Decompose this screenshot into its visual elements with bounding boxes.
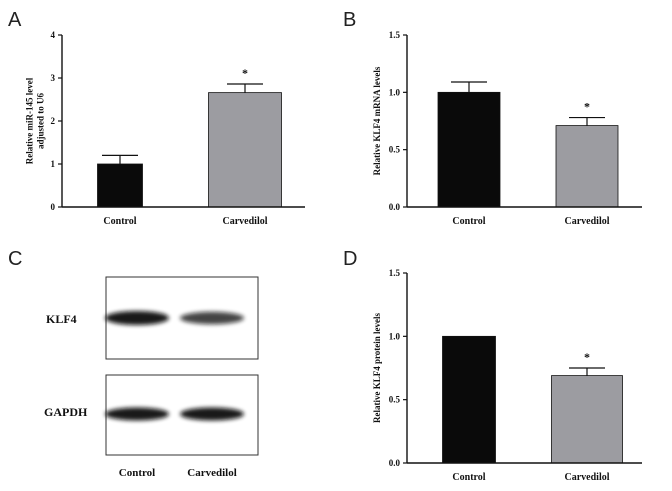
chart-panel-b: Control * Carvedilol 0.0 0.5 1.0 1.5 Relative K… (372, 30, 642, 227)
blot-band-gapdh-control (105, 407, 169, 421)
panel-d-category-label: Control (452, 472, 485, 483)
panel-a-y-tick-label: 2 (51, 116, 56, 126)
panel-a-significance-marker: * (242, 66, 248, 80)
panel-b-y-tick-label: 1.5 (389, 30, 401, 40)
panel-b-y-axis-label: Relative KLF4 mRNA levels (372, 66, 382, 175)
blot-label-klf4: KLF4 (46, 312, 77, 326)
chart-panel-a: Control * Carvedilol 0 1 2 3 4 Relative miR-145 … (25, 30, 305, 227)
panel-a-y-tick-label: 1 (51, 159, 56, 169)
blot-label-gapdh: GAPDH (44, 405, 88, 419)
panel-d-y-tick-label: 1.5 (389, 268, 401, 278)
panel-d-y-axis-label: Relative KLF4 protein levels (372, 312, 382, 423)
panel-a-y-tick-label: 4 (51, 30, 56, 40)
panel-d-bar-carvedilol (551, 375, 623, 464)
panel-letter-c: C (8, 248, 22, 270)
panel-a-y-tick-label: 3 (51, 73, 56, 83)
panel-b-category-label: Control (452, 216, 485, 227)
blot-band-klf4-control (105, 311, 169, 325)
panel-a-bar-carvedilol (208, 92, 282, 208)
blot-band-klf4-carvedilol (180, 311, 244, 325)
panel-d-y-tick-label: 0.0 (389, 458, 401, 468)
panel-d-category-label: Carvedilol (565, 472, 610, 483)
panel-letter-b: B (343, 9, 356, 31)
panel-letter-d: D (343, 248, 357, 270)
panel-b-y-tick-label: 1.0 (389, 87, 401, 97)
blot-band-gapdh-carvedilol (180, 407, 244, 421)
panel-a-category-label: Control (103, 216, 136, 227)
panel-d-significance-marker: * (584, 350, 590, 364)
panel-b-y-tick-label: 0.0 (389, 202, 401, 212)
blot-lane-label-control: Control (119, 467, 155, 479)
panel-b-significance-marker: * (584, 100, 590, 114)
panel-letter-a: A (8, 9, 22, 31)
panel-a-y-tick-label: 0 (51, 202, 56, 212)
panel-a-y-axis-label: Relative miR-145 level (25, 77, 35, 164)
panel-d-bar-control (442, 335, 496, 464)
panel-a-y-axis-label: adjusted to U6 (36, 93, 46, 150)
blot-lane-label-carvedilol: Carvedilol (187, 467, 237, 479)
panel-a-bar-control (97, 163, 143, 208)
panel-b-category-label: Carvedilol (565, 216, 610, 227)
panel-b-bar-carvedilol (555, 125, 619, 208)
western-blot-panel: KLF4 GAPDH Control Carvedilol (44, 276, 259, 479)
panel-b-y-tick-label: 0.5 (389, 145, 401, 155)
panel-d-y-tick-label: 0.5 (389, 395, 401, 405)
panel-d-y-tick-label: 1.0 (389, 331, 401, 341)
chart-panel-d: Control * Carvedilol 0.0 0.5 1.0 1.5 Relative K… (372, 268, 642, 483)
panel-a-category-label: Carvedilol (223, 216, 268, 227)
panel-b-bar-control (437, 91, 501, 208)
